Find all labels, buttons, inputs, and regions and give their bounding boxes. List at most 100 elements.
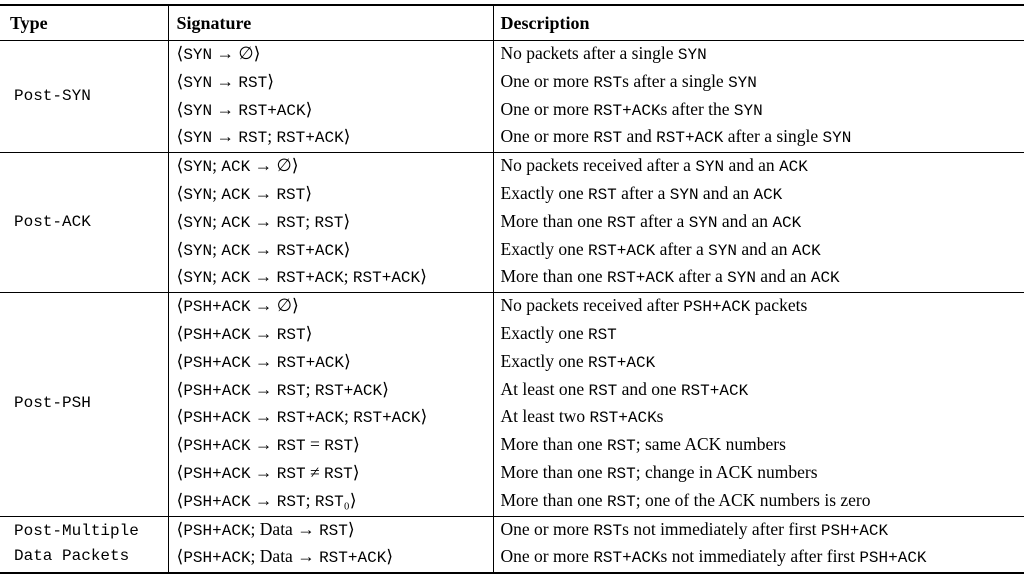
protocol-token: PSH+ACK	[683, 298, 751, 317]
table-row: Post-ACK ⟨SYN; ACK → ∅⟩ No packets receive…	[0, 152, 1024, 293]
table-row: Post-Multiple Data Packets ⟨PSH+ACK; Data …	[0, 515, 1024, 574]
protocol-token: RST+ACK	[319, 549, 387, 568]
protocol-token: RST	[276, 185, 306, 204]
protocol-token: ACK	[221, 241, 251, 260]
protocol-token: ACK	[221, 213, 251, 232]
protocol-token: RST+ACK	[238, 101, 306, 120]
protocol-token: PSH+ACK	[183, 325, 251, 344]
signature-cell: ⟨PSH+ACK → RST ≠ RST⟩	[167, 459, 493, 488]
signature-cell: ⟨PSH+ACK; Data → RST⟩	[167, 515, 493, 545]
type-label: Post-PSH	[14, 394, 91, 413]
protocol-token: RST	[238, 73, 268, 92]
signature-cell: ⟨SYN; ACK → RST+ACK; RST+ACK⟩	[167, 264, 493, 293]
table-body: Post-SYN ⟨SYN → ∅⟩ No packets after a sing…	[0, 39, 1024, 574]
table-row: ⟨PSH+ACK → RST ≠ RST⟩ More than one RST; …	[0, 459, 1024, 488]
protocol-token: RST	[606, 213, 636, 232]
protocol-token: RST+ACK	[680, 381, 749, 400]
protocol-token: RST	[606, 437, 636, 456]
protocol-token: PSH+ACK	[183, 464, 251, 483]
description-cell: Exactly one RST+ACK after a SYN and an A…	[492, 236, 1024, 265]
protocol-token: RST	[314, 492, 344, 511]
protocol-token: RST+ACK	[276, 129, 344, 148]
protocol-token: SYN	[183, 101, 213, 120]
protocol-token: RST+ACK	[587, 353, 656, 372]
protocol-token: RST	[276, 325, 306, 344]
tcp-signature-table: Type Signature Description Post-SYN ⟨SYN …	[0, 4, 1024, 574]
header-row: Type Signature Description	[0, 5, 1024, 41]
table-row: ⟨SYN → RST⟩ One or more RSTs after a sing…	[0, 68, 1024, 97]
signature-cell: ⟨PSH+ACK → RST+ACK; RST+ACK⟩	[167, 404, 493, 433]
signature-cell: ⟨SYN → ∅⟩	[167, 39, 493, 69]
protocol-token: SYN	[183, 213, 213, 232]
signature-cell: ⟨SYN; ACK → ∅⟩	[167, 152, 493, 181]
table-row: ⟨PSH+ACK → RST = RST⟩ More than one RST; …	[0, 432, 1024, 460]
table-row: ⟨PSH+ACK → RST; RST₀⟩ More than one RST; …	[0, 487, 1024, 517]
protocol-token: RST	[238, 129, 268, 148]
signature-cell: ⟨PSH+ACK → RST; RST₀⟩	[167, 487, 493, 517]
description-cell: More than one RST; same ACK numbers	[492, 432, 1024, 460]
description-cell: More than one RST; one of the ACK number…	[492, 487, 1024, 517]
protocol-token: RST	[606, 492, 636, 511]
protocol-token: RST	[319, 521, 348, 540]
protocol-token: RST+ACK	[276, 269, 344, 288]
protocol-token: RST	[593, 129, 623, 148]
signature-cell: ⟨SYN; ACK → RST+ACK⟩	[167, 236, 493, 265]
description-cell: At least two RST+ACKs	[492, 404, 1024, 433]
protocol-token: RST	[276, 381, 306, 400]
protocol-token: RST+ACK	[276, 353, 345, 372]
protocol-token: SYN	[708, 241, 737, 260]
signature-cell: ⟨PSH+ACK → RST+ACK⟩	[167, 348, 493, 377]
protocol-token: RST	[593, 73, 623, 92]
type-label: Post-ACK	[14, 212, 91, 231]
description-cell: Exactly one RST	[492, 320, 1024, 349]
protocol-token: ACK	[221, 185, 251, 204]
protocol-token: SYN	[183, 158, 213, 177]
protocol-token: RST	[276, 492, 306, 511]
protocol-token: RST	[323, 464, 353, 483]
protocol-token: PSH+ACK	[859, 549, 927, 568]
type-label: Post-Multiple	[14, 521, 139, 540]
protocol-token: ACK	[221, 158, 251, 177]
type-label: Data Packets	[14, 547, 130, 566]
protocol-token: RST+ACK	[656, 129, 724, 148]
protocol-token: PSH+ACK	[820, 521, 889, 540]
description-cell: One or more RST and RST+ACK after a sing…	[492, 124, 1024, 153]
description-cell: One or more RST+ACKs after the SYN	[492, 96, 1024, 125]
protocol-token: RST+ACK	[276, 241, 344, 260]
protocol-token: SYN	[183, 46, 213, 64]
protocol-token: RST	[587, 325, 617, 344]
table-row: ⟨PSH+ACK → RST⟩ Exactly one RST	[0, 320, 1024, 349]
signature-cell: ⟨PSH+ACK → RST = RST⟩	[167, 432, 493, 460]
description-cell: No packets after a single SYN	[492, 39, 1024, 69]
col-header-description: Description	[492, 5, 1024, 41]
protocol-token: ACK	[810, 269, 840, 288]
protocol-token: RST	[587, 185, 617, 204]
protocol-token: PSH+ACK	[183, 437, 251, 456]
type-label: Post-SYN	[14, 86, 91, 105]
description-cell: More than one RST after a SYN and an ACK	[492, 208, 1024, 237]
protocol-token: RST+ACK	[276, 409, 345, 428]
description-cell: No packets received after a SYN and an A…	[492, 152, 1024, 181]
table-header: Type Signature Description	[0, 5, 1024, 41]
protocol-token: RST	[606, 464, 636, 483]
protocol-token: SYN	[727, 269, 756, 288]
protocol-token: RST+ACK	[593, 101, 661, 120]
table-row: ⟨SYN; ACK → RST; RST⟩ More than one RST a…	[0, 208, 1024, 237]
description-cell: One or more RSTs after a single SYN	[492, 68, 1024, 97]
protocol-token: RST+ACK	[587, 241, 656, 260]
table-row: Post-PSH ⟨PSH+ACK → ∅⟩ No packets received…	[0, 292, 1024, 517]
signature-cell: ⟨SYN → RST⟩	[167, 68, 493, 97]
signature-cell: ⟨PSH+ACK → RST; RST+ACK⟩	[167, 376, 493, 405]
protocol-token: PSH+ACK	[183, 353, 251, 372]
protocol-token: SYN	[733, 101, 763, 120]
table-row: ⟨PSH+ACK → RST+ACK⟩ Exactly one RST+ACK	[0, 348, 1024, 377]
type-cell: Post-PSH	[0, 292, 168, 517]
protocol-token: SYN	[677, 46, 707, 64]
table-row: ⟨SYN; ACK → RST+ACK⟩ Exactly one RST+ACK …	[0, 236, 1024, 265]
protocol-token: SYN	[183, 73, 213, 92]
protocol-token: ACK	[753, 185, 783, 204]
signature-cell: ⟨SYN → RST; RST+ACK⟩	[167, 124, 493, 153]
protocol-token: ACK	[779, 158, 808, 177]
description-cell: One or more RSTs not immediately after f…	[492, 515, 1024, 545]
protocol-token: ACK	[791, 241, 821, 260]
